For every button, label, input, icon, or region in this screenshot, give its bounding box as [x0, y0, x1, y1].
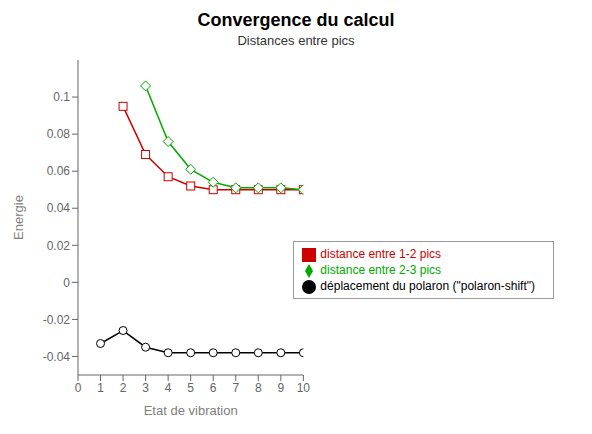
- svg-text:-0.02: -0.02: [43, 313, 71, 327]
- html-text:déplacement du polaron ("polar: déplacement du polaron ("polaron-shift"): [320, 279, 535, 293]
- svg-text:5: 5: [187, 381, 194, 395]
- svg-text:7: 7: [232, 381, 239, 395]
- svg-text:6: 6: [210, 381, 217, 395]
- svg-text:0.02: 0.02: [47, 239, 71, 253]
- svg-text:0.08: 0.08: [47, 127, 71, 141]
- html-text:distance entre 2-3 pics: distance entre 2-3 pics: [320, 263, 442, 277]
- svg-text:0: 0: [75, 381, 82, 395]
- svg-text:0.04: 0.04: [47, 201, 71, 215]
- svg-text:9: 9: [277, 381, 284, 395]
- svg-text:0.1: 0.1: [53, 90, 70, 104]
- svg-text:Etat de vibration: Etat de vibration: [144, 403, 238, 418]
- svg-text:10: 10: [297, 381, 311, 395]
- html-text:distance entre 1-2 pics: distance entre 1-2 pics: [320, 247, 442, 261]
- svg-text:0: 0: [63, 276, 70, 290]
- html-text:Convergence du calcul: Convergence du calcul: [197, 10, 395, 30]
- svg-text:0.06: 0.06: [47, 164, 71, 178]
- svg-text:3: 3: [142, 381, 149, 395]
- svg-text:Energie: Energie: [11, 195, 26, 240]
- svg-text:-0.04: -0.04: [43, 350, 71, 364]
- svg-text:2: 2: [120, 381, 127, 395]
- svg-text:1: 1: [97, 381, 104, 395]
- svg-text:8: 8: [255, 381, 262, 395]
- html-text:Distances entre pics: Distances entre pics: [237, 33, 355, 48]
- svg-text:4: 4: [165, 381, 172, 395]
